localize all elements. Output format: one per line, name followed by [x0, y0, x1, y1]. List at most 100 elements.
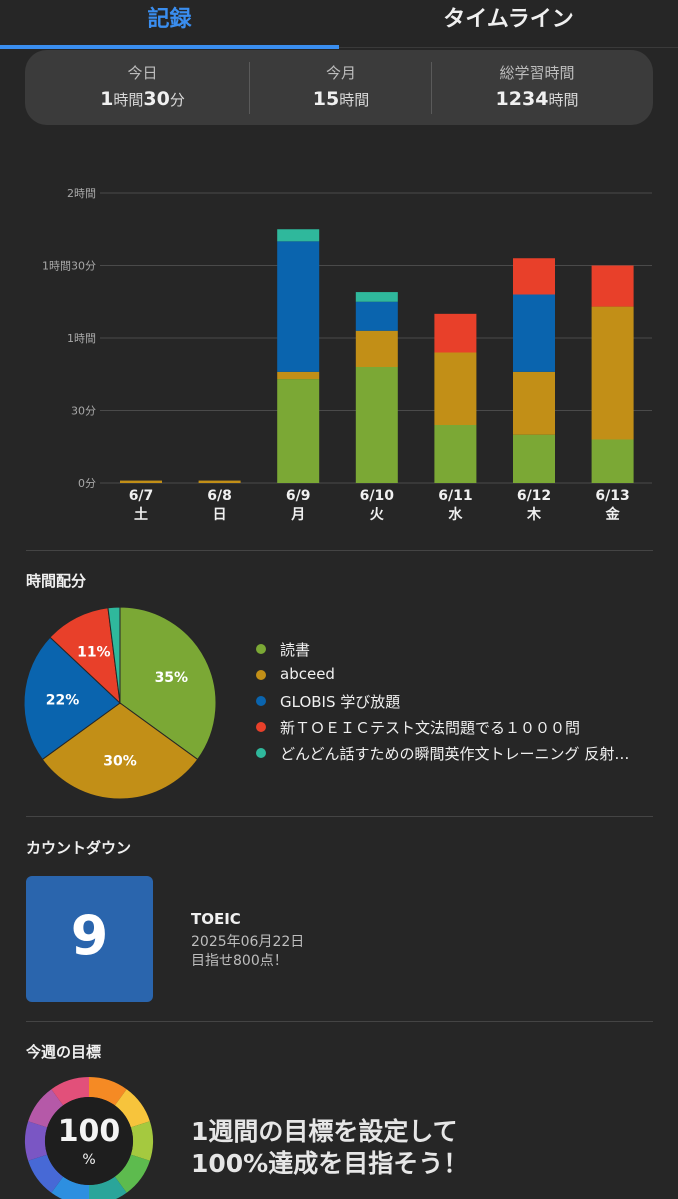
legend-label: どんどん話すための瞬間英作文トレーニング 反射… [280, 745, 630, 763]
countdown-date: 2025年06月22日 [191, 934, 305, 950]
x-tick-weekday: 月 [290, 507, 305, 523]
summary-divider [249, 62, 250, 114]
weekly-goal-message-line1[interactable]: 1週間の目標を設定して [191, 1117, 458, 1146]
x-tick-weekday: 金 [605, 506, 621, 523]
pie-slice-globis [23, 636, 121, 761]
weekly-goal-ring[interactable] [24, 1076, 154, 1199]
pie-slice-label: 30% [103, 754, 137, 770]
x-tick-weekday: 木 [526, 506, 542, 523]
ring-segment [114, 1154, 150, 1193]
bar-segment-abceed [277, 371, 320, 380]
pie-slice-label: 35% [155, 670, 189, 686]
ring-segment [51, 1077, 89, 1106]
y-tick-label: 1時間30分 [42, 260, 96, 273]
countdown-title: カウントダウン [26, 839, 132, 857]
bar-segment-training [355, 292, 398, 302]
x-tick-label: 6/9 [286, 488, 311, 504]
pie-slice-label: 11% [77, 645, 111, 661]
bar-segment-book [513, 434, 555, 483]
x-tick-label: 6/7 [129, 488, 154, 504]
weekly-goal-message-line2[interactable]: 100%達成を目指そう！ [191, 1149, 469, 1178]
bar-segment-book [355, 367, 398, 483]
legend-dot [256, 644, 266, 654]
x-tick-label: 6/8 [207, 488, 232, 504]
legend-dot [256, 748, 266, 758]
ring-segment [130, 1121, 153, 1161]
legend-label: 読書 [280, 641, 311, 659]
ring-segment [25, 1121, 48, 1161]
bar-segment-toeic_drill [591, 265, 634, 307]
summary-value: 1234時間 [495, 88, 579, 110]
bar-segment-globis [355, 301, 398, 331]
x-tick-label: 6/12 [517, 488, 551, 504]
weekly-goal-unit: % [82, 1152, 96, 1168]
bar-segment-abceed [434, 352, 477, 425]
countdown-note: 目指せ800点！ [191, 953, 288, 969]
ring-segment [89, 1176, 127, 1199]
section-divider [26, 550, 653, 551]
x-tick-weekday: 土 [134, 506, 148, 523]
summary-label: 今月 [325, 64, 356, 82]
summary-divider [431, 62, 432, 114]
y-tick-label: 0分 [78, 477, 96, 490]
ring-segment [28, 1089, 64, 1128]
summary-label: 総学習時間 [499, 64, 575, 82]
y-tick-label: 30分 [71, 405, 96, 418]
countdown-event: TOEIC [191, 910, 241, 928]
countdown-days-card[interactable]: 9 [26, 876, 153, 1002]
tab-records[interactable]: 記録 [147, 7, 192, 32]
weekly-goal-value: 100 [57, 1114, 121, 1149]
bar-segment-abceed [120, 480, 162, 483]
legend-dot [256, 722, 266, 732]
distribution-pie-chart: 35% 30% 22% 11% [23, 606, 217, 800]
pie-slice-abceed [41, 702, 199, 800]
summary-value: 1時間30分 [100, 88, 185, 110]
summary-today: 今日 1時間30分 [35, 50, 250, 125]
section-divider [26, 1021, 653, 1022]
bar-segment-book [591, 439, 634, 483]
ring-center [45, 1097, 133, 1185]
countdown-days: 9 [70, 904, 109, 967]
x-tick-weekday: 火 [370, 507, 385, 523]
daily-study-bar-chart: 0分 30分 1時間 1時間30分 2時間 6/7 土 6/8 日 6/9 月 6/10 火 6/11 水 6… [42, 187, 652, 523]
bar-segment-globis [277, 241, 320, 372]
bar-segment-book [277, 379, 320, 483]
tab-divider [339, 47, 678, 48]
section-divider [26, 816, 653, 817]
summary-month: 今月 15時間 [250, 50, 432, 125]
bar-segment-globis [513, 294, 555, 372]
x-tick-label: 6/13 [595, 488, 629, 504]
y-tick-label: 1時間 [67, 332, 96, 345]
summary-card: 今日 1時間30分 今月 15時間 総学習時間 1234時間 [25, 50, 653, 125]
y-tick-label: 2時間 [67, 187, 96, 200]
pie-slice-training [107, 606, 121, 704]
bar-segment-abceed [513, 371, 555, 435]
bar-segment-toeic_drill [434, 313, 477, 353]
summary-label: 今日 [127, 64, 158, 82]
x-tick-label: 6/10 [360, 488, 395, 504]
summary-value: 15時間 [312, 88, 370, 110]
bar-segment-training [277, 229, 320, 242]
bar-segment-abceed [591, 306, 634, 440]
legend-label: GLOBIS 学び放題 [280, 693, 401, 711]
summary-total: 総学習時間 1234時間 [432, 50, 642, 125]
pie-slice-toeic_drill [49, 607, 121, 705]
tab-timeline[interactable]: タイムライン [443, 7, 574, 32]
ring-segment [51, 1176, 89, 1199]
x-tick-weekday: 水 [448, 506, 463, 523]
bar-segment-abceed [198, 480, 241, 483]
tab-bar: 記録 タイムライン [0, 0, 678, 50]
bar-segment-toeic_drill [513, 258, 555, 295]
pie-slice-label: 22% [46, 692, 80, 708]
legend-dot [256, 670, 266, 680]
legend-label: abceed [280, 665, 335, 683]
pie-slice-book [119, 606, 217, 761]
ring-segment [114, 1089, 150, 1128]
x-tick-label: 6/11 [438, 488, 472, 504]
distribution-title: 時間配分 [26, 572, 87, 590]
legend-label: 新ＴＯＥＩＣテスト文法問題でる１０００問 [280, 719, 581, 737]
weekly-goal-title: 今週の目標 [26, 1043, 102, 1061]
bar-segment-abceed [355, 330, 398, 367]
active-tab-indicator [0, 45, 339, 49]
legend-dot [256, 696, 266, 706]
